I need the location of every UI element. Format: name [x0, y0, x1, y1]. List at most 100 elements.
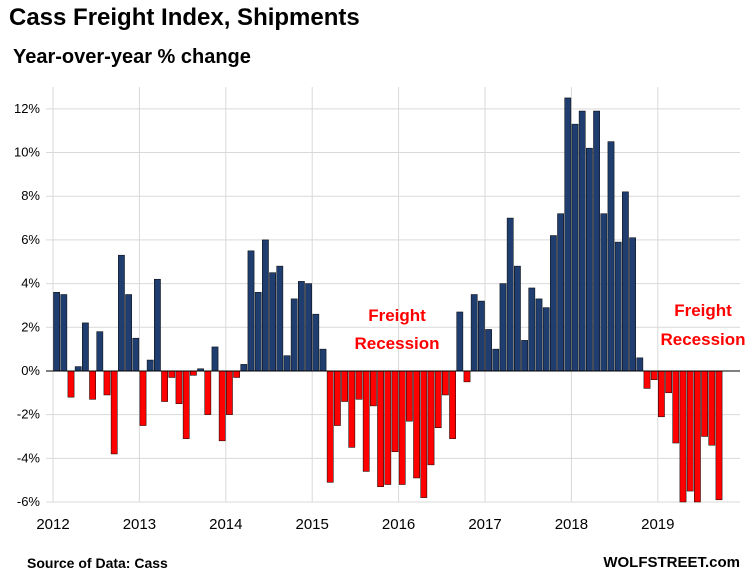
bar	[182, 370, 190, 439]
bar	[168, 370, 176, 378]
annotation-recession-2-line-2: Recession	[660, 330, 745, 349]
bar	[420, 370, 428, 498]
bar	[254, 292, 262, 372]
bar	[305, 283, 312, 372]
bar	[283, 355, 291, 372]
annotation-recession-1-line-1: Freight	[368, 306, 426, 325]
bar	[132, 337, 140, 372]
bar	[492, 348, 500, 372]
y-tick-label: 8%	[21, 188, 40, 203]
bar	[211, 346, 219, 372]
y-tick-label: 2%	[21, 319, 40, 334]
bar	[190, 370, 197, 376]
bar	[672, 370, 680, 444]
bar	[247, 250, 255, 372]
y-tick-label: 10%	[14, 145, 40, 160]
annotation-recession-2-line-1: Freight	[674, 301, 732, 320]
bar	[622, 191, 629, 372]
y-tick-label: 12%	[14, 101, 40, 116]
bar	[233, 370, 240, 378]
bar	[542, 307, 550, 372]
bar	[586, 147, 593, 372]
bar	[326, 370, 334, 483]
bar	[600, 213, 608, 372]
y-tick-label: 0%	[21, 363, 40, 378]
bar	[528, 287, 536, 372]
bar	[226, 370, 233, 415]
bar	[427, 370, 435, 466]
bar	[240, 364, 248, 372]
bar	[125, 294, 132, 372]
y-tick-label: -6%	[17, 494, 41, 509]
chart-title: Cass Freight Index, Shipments	[9, 4, 360, 31]
x-tick-label: 2016	[382, 516, 415, 533]
annotation-recession-1-line-2: Recession	[354, 334, 439, 353]
chart-subtitle: Year-over-year % change	[13, 46, 251, 68]
bar	[665, 370, 672, 394]
bar	[686, 370, 694, 492]
bar	[60, 294, 68, 372]
bar	[463, 370, 471, 383]
bar	[312, 313, 320, 372]
bar	[607, 141, 615, 372]
x-tick-label: 2013	[123, 516, 156, 533]
bar	[175, 370, 183, 404]
bar	[701, 370, 708, 437]
bar	[262, 239, 269, 372]
bar	[514, 265, 521, 372]
bar	[470, 294, 478, 372]
bar	[708, 370, 716, 446]
bar	[370, 370, 377, 407]
bar	[406, 370, 413, 422]
bar	[478, 300, 485, 372]
bar	[355, 370, 363, 400]
bar	[485, 329, 492, 372]
bars	[46, 97, 740, 503]
bar	[82, 322, 89, 372]
bar	[557, 213, 564, 372]
bar	[218, 370, 226, 442]
bar	[362, 370, 370, 472]
bar	[715, 370, 723, 501]
bar	[334, 370, 341, 426]
bar	[636, 357, 644, 372]
bar	[154, 278, 161, 372]
bar	[650, 370, 658, 380]
bar	[53, 292, 60, 372]
bar	[434, 370, 442, 428]
y-tick-label: -2%	[17, 407, 41, 422]
bar	[658, 370, 665, 418]
bar	[679, 370, 687, 503]
bar	[614, 241, 622, 372]
bar	[204, 370, 212, 415]
brand-logo-text: WOLFSTREET.com	[603, 554, 740, 571]
bar	[456, 311, 464, 372]
bar	[643, 370, 651, 389]
y-tick-label: -4%	[17, 450, 41, 465]
bar	[550, 235, 557, 372]
bar	[161, 370, 168, 402]
annotations: Freight Recession Freight Recession	[354, 301, 745, 353]
bar	[413, 370, 420, 479]
bar	[499, 283, 507, 372]
x-tick-label: 2017	[468, 516, 501, 533]
x-axis: 2012 2013 2014 2015 2016 2017 2018 2019	[36, 516, 674, 533]
bar	[298, 281, 305, 372]
bar	[103, 370, 111, 396]
bar	[139, 370, 147, 426]
bar	[276, 265, 284, 372]
bar	[442, 370, 449, 396]
bar	[67, 370, 75, 398]
y-tick-label: 6%	[21, 232, 40, 247]
bar	[535, 298, 543, 372]
bar	[629, 237, 636, 372]
bar	[348, 370, 356, 448]
bar	[521, 340, 528, 372]
x-tick-label: 2018	[555, 516, 588, 533]
bar	[449, 370, 456, 439]
bar	[269, 272, 276, 372]
x-tick-label: 2012	[36, 516, 69, 533]
bar	[74, 366, 82, 372]
bar	[578, 110, 586, 372]
